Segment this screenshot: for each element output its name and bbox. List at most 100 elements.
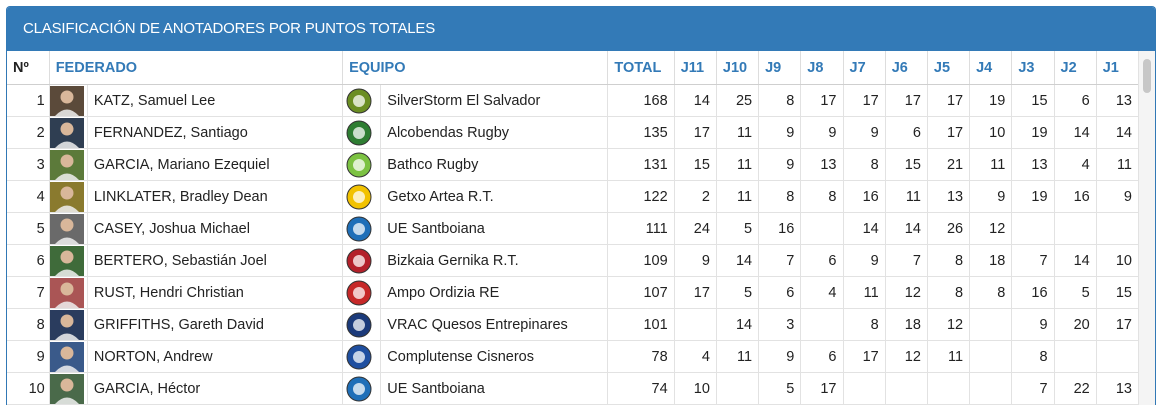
row-position: 10 (7, 372, 50, 405)
table-row[interactable]: 3 GARCIA, Mariano Ezequiel Bathco Rugby 131… (7, 148, 1139, 181)
table-row[interactable]: 2 FERNANDEZ, Santiago Alcobendas Rugby 135 1… (7, 116, 1139, 149)
player-name[interactable]: KATZ, Samuel Lee (87, 84, 344, 117)
player-name[interactable]: BERTERO, Sebastián Joel (87, 244, 344, 277)
team-name[interactable]: SilverStorm El Salvador (380, 84, 609, 117)
table-row[interactable]: 1 KATZ, Samuel Lee SilverStorm El Salvador… (7, 84, 1139, 117)
team-logo-cell (342, 340, 382, 373)
header-round[interactable]: J10 (716, 51, 760, 85)
round-points: 2 (674, 180, 717, 213)
team-logo-cell (342, 308, 382, 341)
table-row[interactable]: 9 NORTON, Andrew Complutense Cisneros 78 4 11… (7, 340, 1139, 373)
round-points: 17 (674, 276, 717, 309)
header-player[interactable]: FEDERADO (49, 51, 344, 85)
team-name[interactable]: Alcobendas Rugby (380, 116, 609, 149)
team-name[interactable]: UE Santboiana (380, 212, 609, 245)
table-row[interactable]: 10 GARCIA, Héctor UE Santboiana 74 10 5 17 7 22 1… (7, 372, 1139, 405)
round-points: 10 (674, 372, 717, 405)
player-name[interactable]: GARCIA, Mariano Ezequiel (87, 148, 344, 181)
header-round[interactable]: J5 (927, 51, 971, 85)
header-round[interactable]: J8 (800, 51, 844, 85)
team-name[interactable]: Ampo Ordizia RE (380, 276, 609, 309)
round-points: 4 (800, 276, 844, 309)
round-points (1054, 212, 1097, 245)
header-round[interactable]: J7 (843, 51, 886, 85)
team-name[interactable]: Bizkaia Gernika R.T. (380, 244, 609, 277)
header-round[interactable]: J9 (758, 51, 802, 85)
total-points: 122 (607, 180, 675, 213)
gernika-logo-icon (346, 248, 372, 273)
round-points: 5 (716, 276, 760, 309)
header-round[interactable]: J1 (1096, 51, 1139, 85)
round-points: 8 (758, 180, 802, 213)
round-points: 4 (674, 340, 717, 373)
round-points: 9 (758, 148, 802, 181)
round-points (674, 308, 717, 341)
table-row[interactable]: 4 LINKLATER, Bradley Dean Getxo Artea R.T.… (7, 180, 1139, 213)
round-points: 19 (1011, 180, 1055, 213)
team-name[interactable]: Complutense Cisneros (380, 340, 609, 373)
round-points: 7 (758, 244, 802, 277)
player-name[interactable]: NORTON, Andrew (87, 340, 344, 373)
player-name[interactable]: LINKLATER, Bradley Dean (87, 180, 344, 213)
round-points: 9 (758, 340, 802, 373)
row-position: 2 (7, 116, 50, 149)
player-photo-cell (49, 116, 88, 149)
player-name[interactable]: GRIFFITHS, Gareth David (87, 308, 344, 341)
scorers-table-container[interactable]: Nº FEDERADO EQUIPO TOTAL J11 J10 J9 J8 J… (7, 51, 1139, 405)
team-name[interactable]: UE Santboiana (380, 372, 609, 405)
team-logo-cell (342, 180, 382, 213)
cisneros-logo-icon (346, 344, 372, 369)
row-position: 4 (7, 180, 50, 213)
table-row[interactable]: 6 BERTERO, Sebastián Joel Bizkaia Gernika … (7, 244, 1139, 277)
round-points: 4 (1054, 148, 1097, 181)
team-name[interactable]: Bathco Rugby (380, 148, 609, 181)
header-round[interactable]: J4 (969, 51, 1013, 85)
round-points: 16 (758, 212, 802, 245)
player-avatar (49, 85, 84, 116)
round-points: 17 (800, 372, 844, 405)
player-photo-cell (49, 180, 88, 213)
round-points: 14 (1054, 244, 1097, 277)
round-points: 13 (1096, 84, 1139, 117)
round-points: 14 (716, 244, 760, 277)
header-round[interactable]: J11 (674, 51, 717, 85)
round-points: 11 (716, 340, 760, 373)
round-points: 13 (800, 148, 844, 181)
round-points: 9 (758, 116, 802, 149)
player-name[interactable]: CASEY, Joshua Michael (87, 212, 344, 245)
round-points: 6 (758, 276, 802, 309)
scrollbar-thumb[interactable] (1143, 59, 1151, 93)
round-points: 15 (1011, 84, 1055, 117)
header-round[interactable]: J6 (885, 51, 928, 85)
team-logo-cell (342, 148, 382, 181)
header-total[interactable]: TOTAL (607, 51, 675, 85)
table-row[interactable]: 5 CASEY, Joshua Michael UE Santboiana 111 24… (7, 212, 1139, 245)
round-points: 11 (716, 148, 760, 181)
player-photo-cell (49, 308, 88, 341)
table-row[interactable]: 8 GRIFFITHS, Gareth David VRAC Quesos Entr… (7, 308, 1139, 341)
header-round[interactable]: J3 (1011, 51, 1055, 85)
round-points: 13 (1011, 148, 1055, 181)
round-points: 18 (969, 244, 1013, 277)
team-name[interactable]: Getxo Artea R.T. (380, 180, 609, 213)
player-name[interactable]: RUST, Hendri Christian (87, 276, 344, 309)
round-points: 5 (716, 212, 760, 245)
round-points: 12 (969, 212, 1013, 245)
round-points: 9 (843, 116, 886, 149)
round-points: 15 (674, 148, 717, 181)
player-name[interactable]: FERNANDEZ, Santiago (87, 116, 344, 149)
round-points: 26 (927, 212, 971, 245)
round-points: 19 (1011, 116, 1055, 149)
header-team[interactable]: EQUIPO (342, 51, 609, 85)
player-avatar (49, 213, 84, 244)
round-points: 14 (1096, 116, 1139, 149)
table-row[interactable]: 7 RUST, Hendri Christian Ampo Ordizia RE 10… (7, 276, 1139, 309)
player-name[interactable]: GARCIA, Héctor (87, 372, 344, 405)
vertical-scrollbar[interactable] (1138, 51, 1155, 405)
player-avatar (49, 277, 84, 308)
salvador-logo-icon (346, 88, 372, 113)
team-name[interactable]: VRAC Quesos Entrepinares (380, 308, 609, 341)
round-points: 14 (885, 212, 928, 245)
round-points: 11 (969, 148, 1013, 181)
header-round[interactable]: J2 (1054, 51, 1097, 85)
